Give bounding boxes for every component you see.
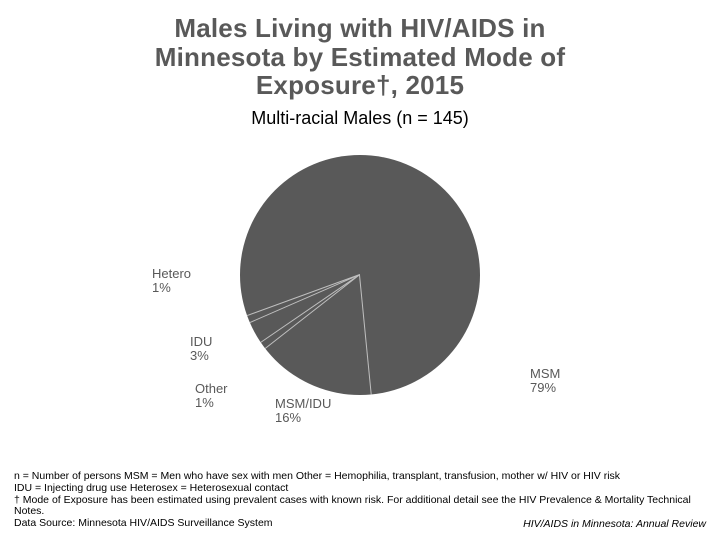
title-line-2: Minnesota by Estimated Mode of	[40, 43, 680, 72]
slide-subtitle: Multi-racial Males (n = 145)	[0, 108, 720, 129]
pie-stack	[240, 155, 480, 395]
pie-callout: MSM/IDU16%	[275, 397, 331, 426]
slide: Males Living with HIV/AIDS in Minnesota …	[0, 0, 720, 540]
legend-row: † Mode of Exposure has been estimated us…	[14, 495, 706, 517]
footer-right: HIV/AIDS in Minnesota: Annual Review	[523, 518, 706, 530]
pie-callout: Other1%	[195, 382, 228, 411]
slide-title: Males Living with HIV/AIDS in Minnesota …	[0, 0, 720, 102]
pie-callout: MSM79%	[530, 367, 560, 396]
pie-callout: IDU3%	[190, 335, 212, 364]
title-line-3: Exposure†, 2015	[40, 71, 680, 100]
title-line-1: Males Living with HIV/AIDS in	[40, 14, 680, 43]
pie-callout: Hetero1%	[152, 267, 191, 296]
pie-chart: MSM79%MSM/IDU16%Other1%IDU3%Hetero1%	[0, 135, 720, 415]
legend-row: n = Number of persons MSM = Men who have…	[14, 471, 706, 482]
legend-row: IDU = Injecting drug use Heterosex = Het…	[14, 483, 706, 494]
